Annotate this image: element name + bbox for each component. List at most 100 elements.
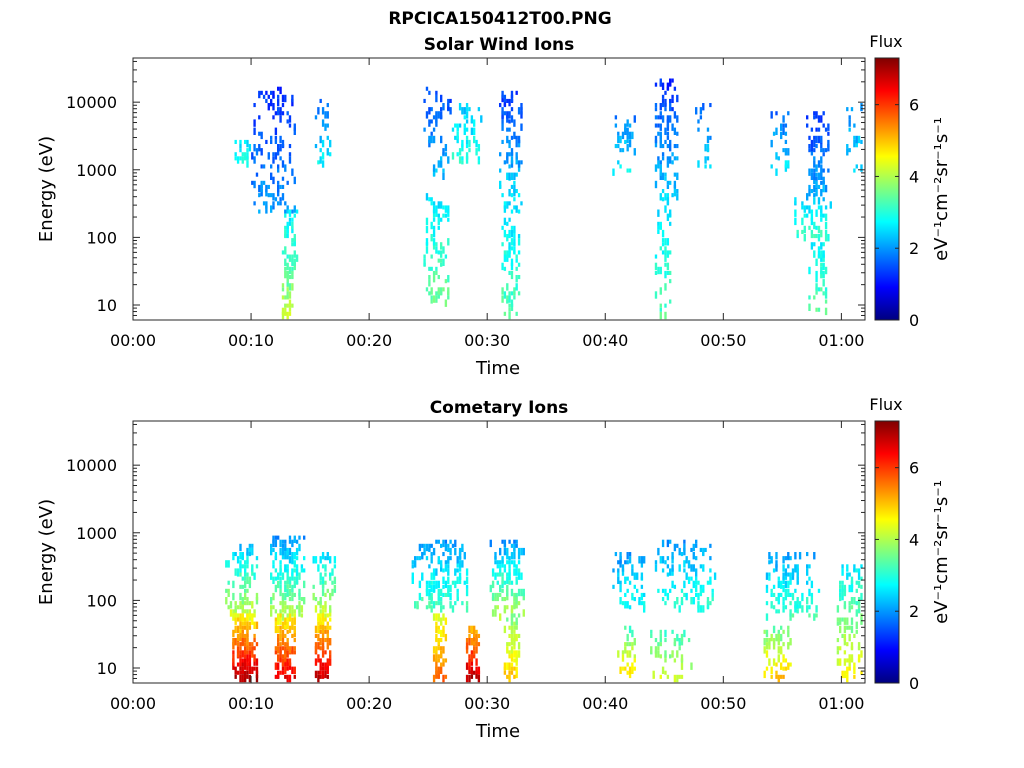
flux-cell [437,556,440,564]
flux-cell [442,539,445,548]
flux-cell [260,184,263,193]
flux-cell [824,184,828,193]
flux-cell [461,139,464,148]
flux-cell [265,209,268,214]
flux-cell [435,670,438,679]
flux-cell [680,638,684,646]
flux-cell [787,572,790,577]
flux-cell [475,670,478,679]
flux-cell [447,287,450,295]
flux-cell [314,605,318,613]
flux-cell [494,552,497,560]
flux-cell [465,674,469,683]
flux-cell [435,209,438,217]
flux-cell [244,588,247,593]
flux-cell [810,189,814,194]
flux-cell [288,156,292,164]
flux-cell [508,201,511,206]
flux-cell [437,287,440,295]
flux-cell [621,654,625,662]
flux-cell [808,144,811,149]
flux-cell [246,601,249,606]
flux-cell [425,193,429,201]
flux-cell [281,307,285,316]
flux-cell [477,633,481,638]
flux-cell [508,217,511,222]
flux-cell [494,560,497,565]
flux-cell [631,629,634,638]
flux-cell [704,156,707,164]
flux-cell [515,189,518,194]
y-tick-label: 10000 [66,456,117,475]
flux-cell [248,674,252,683]
flux-cell [680,662,684,670]
flux-cell [442,576,445,584]
flux-cell [437,592,440,601]
flux-cell [314,670,318,679]
flux-cell [841,592,844,601]
flux-cell [517,275,521,280]
flux-cell [661,666,665,674]
flux-cell [822,291,825,296]
x-tick-label: 00:00 [110,694,156,713]
flux-cell [709,576,712,584]
flux-cell [435,601,438,606]
flux-cell [666,270,670,275]
flux-cell [506,646,509,654]
colorbar-tick-label: 0 [909,674,919,693]
flux-cell [796,568,799,576]
flux-cell [801,201,804,206]
flux-cell [789,609,792,617]
flux-cell [281,547,285,556]
flux-cell [499,564,502,569]
flux-cell [270,172,273,180]
colorbar-tick-label: 0 [909,311,919,330]
flux-cell [244,572,247,577]
flux-cell [303,597,306,605]
flux-cell [671,629,674,634]
flux-cell [437,213,440,218]
flux-cell [293,123,296,131]
flux-cell [244,670,247,679]
flux-cell [414,601,417,609]
flux-cell [473,625,476,634]
flux-cell [626,601,629,609]
flux-cell [440,262,443,267]
flux-cell [435,625,438,634]
flux-cell [846,625,849,630]
flux-cell [277,613,280,621]
flux-cell [456,135,459,144]
flux-cell [442,629,445,638]
flux-cell [664,139,667,144]
flux-cell [246,666,249,671]
flux-cell [780,123,783,131]
flux-cell [796,576,799,584]
flux-cell [246,564,249,569]
flux-cell [324,617,327,622]
flux-cell [772,625,776,634]
flux-cell [440,242,443,250]
flux-cell [295,576,299,584]
flux-cell [324,629,327,634]
flux-cell [820,180,823,185]
flux-cell [291,617,294,625]
flux-cell [857,642,861,650]
flux-cell [815,258,818,266]
flux-cell [661,539,665,548]
colorbar-tick-label: 4 [909,530,919,549]
flux-cell [314,556,318,564]
flux-cell [699,107,703,115]
flux-cell [281,654,285,659]
flux-cell [664,588,667,597]
flux-cell [506,135,509,144]
colorbar-label: eV⁻¹cm⁻²sr⁻¹s⁻¹ [931,480,952,624]
flux-cell [437,658,440,663]
flux-cell [506,576,509,584]
flux-cell [628,670,632,679]
flux-cell [258,115,261,120]
flux-cell [515,597,518,605]
flux-cell [281,646,285,651]
flux-cell [784,592,788,601]
flux-cell [442,168,445,173]
flux-cell [286,205,289,210]
